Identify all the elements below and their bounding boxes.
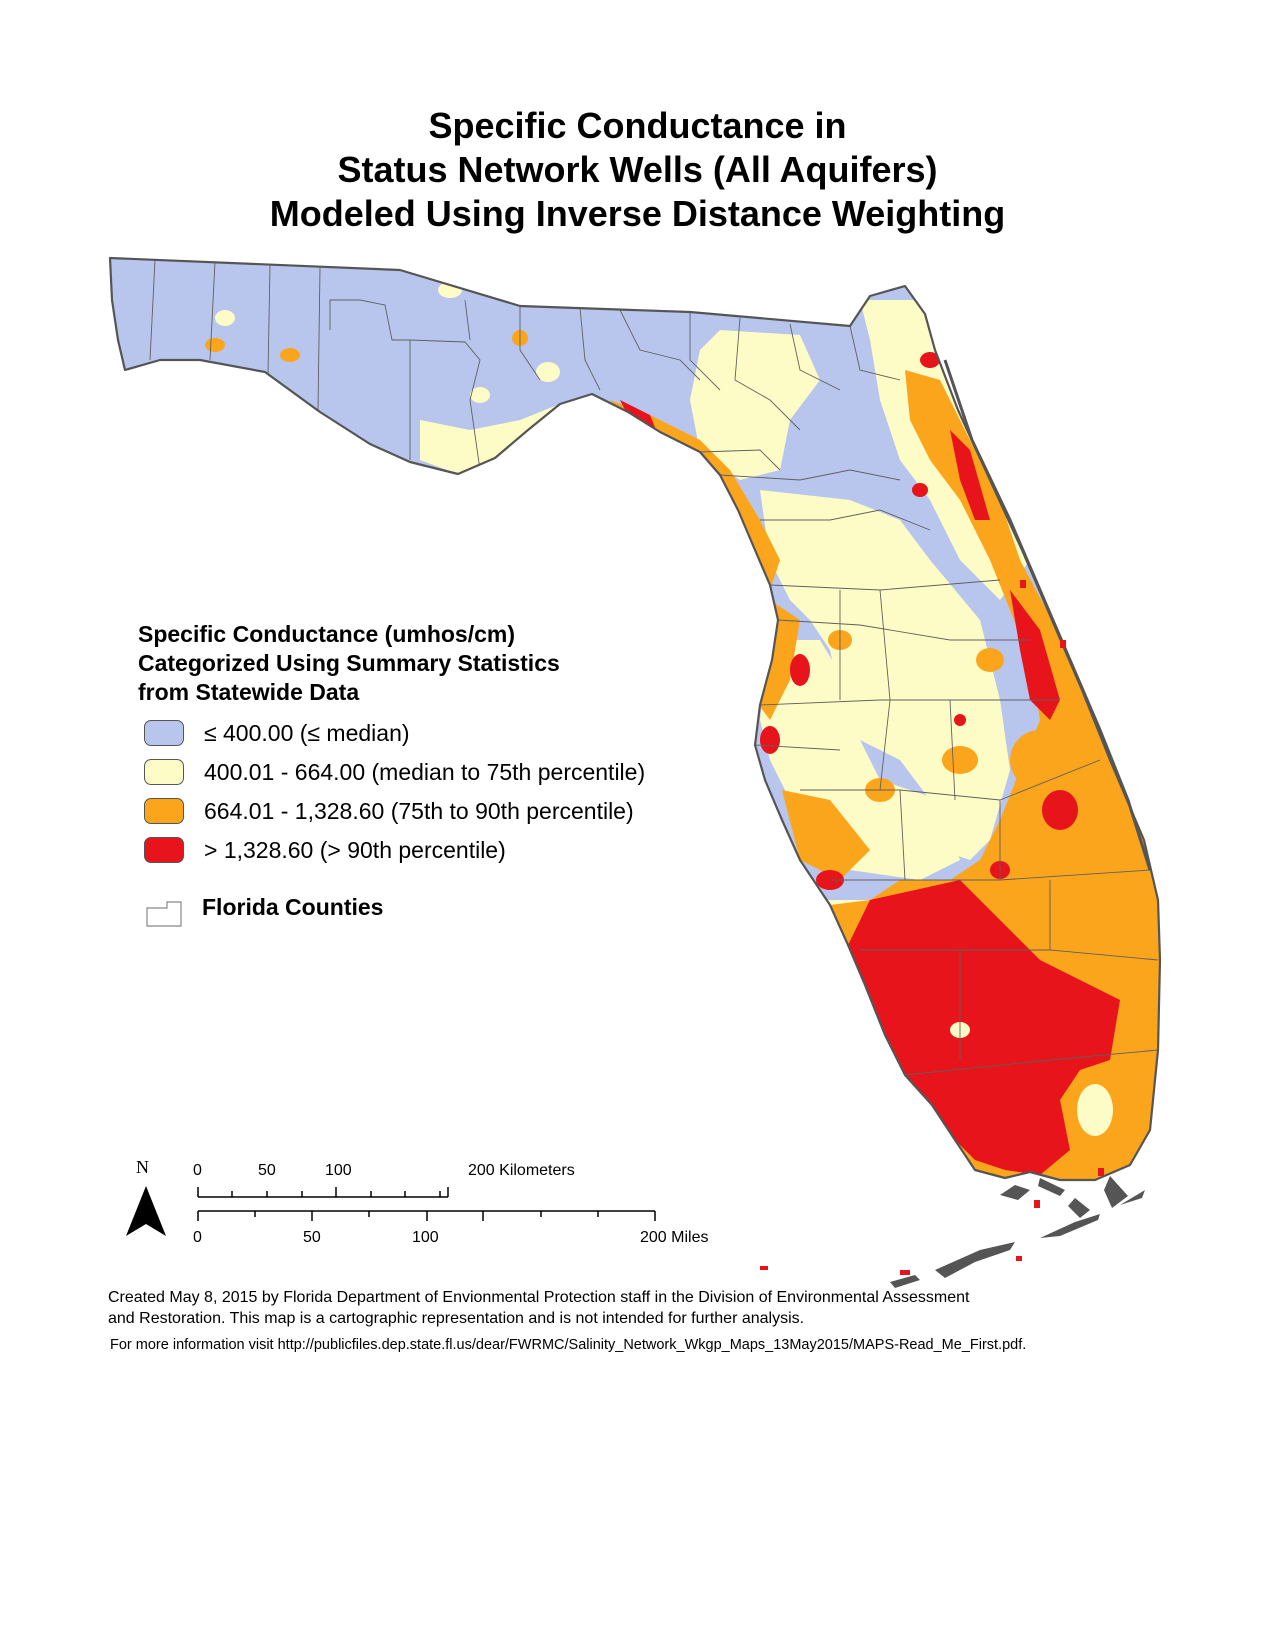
conductance-surface [110,258,1160,1180]
info-link-text: For more information visit http://public… [110,1337,1027,1353]
legend: Specific Conductance (umhos/cm) Categori… [138,620,645,863]
scale-km-50: 50 [258,1162,276,1179]
east-coast-barrier [943,359,1152,871]
north-arrow-icon [126,1186,166,1236]
legend-label: ≤ 400.00 (≤ median) [204,720,410,746]
legend-heading-2: Categorized Using Summary Statistics [138,650,560,676]
legend-label: > 1,328.60 (> 90th percentile) [204,837,506,863]
legend-swatch [144,798,184,824]
scale-km-100: 100 [325,1162,352,1179]
scale-bar [197,1187,656,1221]
florida-keys [890,1176,1145,1288]
title-line-1: Specific Conductance in [428,105,847,146]
legend-swatch [144,720,184,746]
counties-label: Florida Counties [202,894,384,920]
north-label: N [136,1157,149,1177]
scale-mi-0: 0 [193,1229,202,1246]
credits-line-1: Created May 8, 2015 by Florida Departmen… [108,1289,970,1306]
coastal-red-specks [760,580,1104,1275]
legend-label: 400.01 - 664.00 (median to 75th percenti… [204,759,646,785]
credits: Created May 8, 2015 by Florida Departmen… [108,1287,969,1329]
scale-km-0: 0 [193,1162,202,1179]
legend-heading-3: from Statewide Data [138,679,360,705]
map-title: Specific Conductance in Status Network W… [0,104,1275,236]
scale-mi-200: 200 Miles [640,1229,709,1246]
legend-label: 664.01 - 1,328.60 (75th to 90th percenti… [204,798,634,824]
class-very-high-area [620,352,1120,1175]
legend-swatch [144,759,184,785]
county-boundaries [149,259,1159,1076]
scale-mi-100: 100 [412,1229,439,1246]
scale-mi-50: 50 [303,1229,321,1246]
counties-legend-symbol [146,901,182,927]
legend-heading-1: Specific Conductance (umhos/cm) [138,621,516,647]
title-line-3: Modeled Using Inverse Distance Weighting [269,193,1006,234]
scale-km-200: 200 Kilometers [468,1162,575,1179]
credits-line-2: and Restoration. This map is a cartograp… [108,1310,805,1327]
title-line-2: Status Network Wells (All Aquifers) [337,149,938,190]
legend-swatch [144,837,184,863]
